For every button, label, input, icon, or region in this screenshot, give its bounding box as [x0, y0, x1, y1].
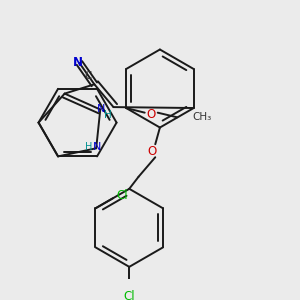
- Text: Cl: Cl: [117, 189, 128, 202]
- Text: H: H: [85, 142, 92, 152]
- Text: O: O: [147, 108, 156, 121]
- Text: H: H: [104, 110, 112, 121]
- Text: N: N: [73, 56, 82, 69]
- Text: N: N: [93, 142, 101, 152]
- Text: C: C: [85, 71, 92, 81]
- Text: CH₃: CH₃: [192, 112, 211, 122]
- Text: N: N: [97, 104, 105, 115]
- Text: O: O: [148, 145, 157, 158]
- Text: Cl: Cl: [124, 290, 135, 300]
